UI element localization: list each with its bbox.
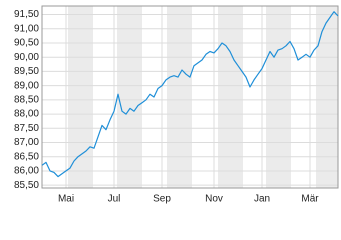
y-tick-label: 86,50	[14, 151, 39, 162]
y-tick-label: 91,50	[14, 9, 39, 20]
stripe	[218, 6, 243, 188]
stripe	[266, 6, 291, 188]
chart: 85,50 86,00 86,50 87,00 87,50 88,00 88,50 89,00…	[14, 5, 339, 205]
plot-border	[41, 5, 339, 189]
y-tick-label: 91,00	[14, 23, 39, 34]
stripe	[117, 6, 142, 188]
x-tick-label: Mai	[58, 194, 74, 205]
x-tick-label: Mär	[301, 194, 319, 205]
y-tick-label: 90,50	[14, 38, 39, 49]
y-tick-label: 86,00	[14, 166, 39, 177]
y-tick-label: 87,50	[14, 123, 39, 134]
y-tick-label: 88,00	[14, 109, 39, 120]
y-tick-label: 85,50	[14, 180, 39, 191]
y-tick-label: 89,00	[14, 80, 39, 91]
stripe	[68, 6, 93, 188]
stripe	[316, 6, 338, 188]
x-tick-label: Jul	[108, 194, 121, 205]
price-line	[41, 11, 339, 178]
y-tick-label: 89,50	[14, 66, 39, 77]
month-stripes	[68, 6, 338, 188]
x-tick-label: Sep	[153, 194, 171, 205]
x-tick-label: Jan	[254, 194, 270, 205]
y-tick-label: 88,50	[14, 94, 39, 105]
x-tick-label: Nov	[205, 194, 223, 205]
stripe	[167, 6, 192, 188]
y-tick-label: 90,00	[14, 52, 39, 63]
y-tick-label: 87,00	[14, 137, 39, 148]
